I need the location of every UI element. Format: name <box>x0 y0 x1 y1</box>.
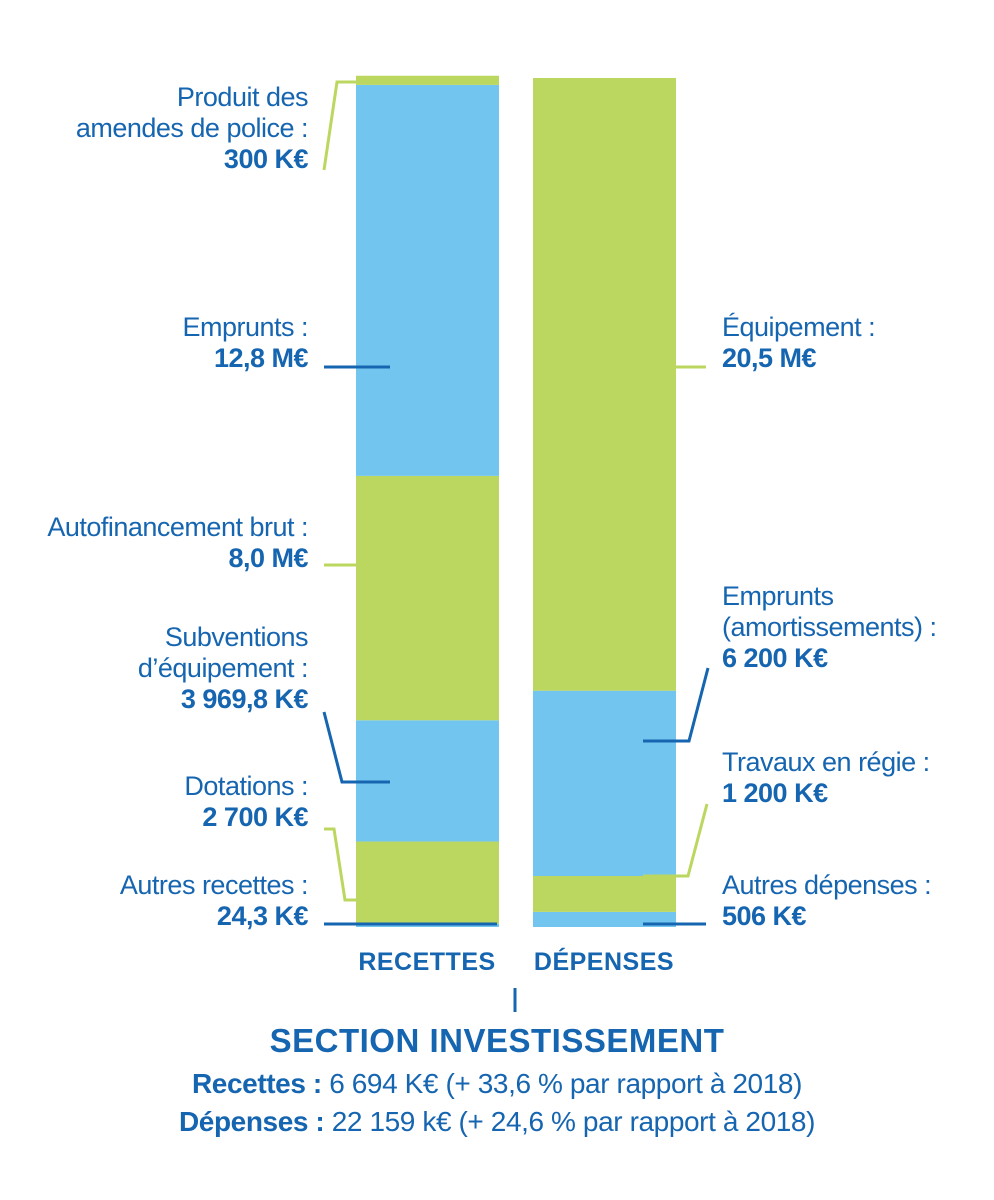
summary-depenses-text: 22 159 k€ (+ 24,6 % par rapport à 2018) <box>324 1106 816 1137</box>
recettes-label-0-name-line: Autres recettes : <box>120 870 308 900</box>
depenses-label-3-value: 20,5 M€ <box>722 343 817 373</box>
recettes-label-2: Subventions d’équipement :3 969,8 K€ <box>138 622 309 714</box>
column-label-recettes: RECETTES <box>358 948 495 976</box>
depenses-label-3-name-line: Équipement : <box>722 312 875 342</box>
recettes-label-2-value: 3 969,8 K€ <box>181 684 309 714</box>
depenses-segment-1 <box>533 876 676 912</box>
recettes-segment-4 <box>356 84 499 476</box>
depenses-leader-2 <box>643 667 710 743</box>
column-label-depenses: DÉPENSES <box>534 947 674 976</box>
recettes-segment-5 <box>356 75 499 85</box>
depenses-segment-2 <box>533 690 676 877</box>
recettes-label-2-name-line: d’équipement : <box>138 653 308 683</box>
segment-labels: Autres recettes :24,3 K€ Dotations :2 700… <box>47 82 937 931</box>
recettes-label-4-name-line: Emprunts : <box>182 312 308 342</box>
summary-recettes-text: 6 694 K€ (+ 33,6 % par rapport à 2018) <box>321 1068 802 1099</box>
recettes-label-2-name-line: Subventions <box>165 622 308 652</box>
recettes-label-3: Autofinancement brut :8,0 M€ <box>47 512 308 573</box>
depenses-label-1: Travaux en régie :1 200 K€ <box>722 747 930 808</box>
summary-recettes-label: Recettes : <box>191 1068 322 1099</box>
summary-depenses-label: Dépenses : <box>178 1106 325 1137</box>
recettes-segment-1 <box>356 841 499 924</box>
depenses-label-1-value: 1 200 K€ <box>722 778 828 808</box>
recettes-label-5-name-line: Produit des <box>177 82 308 112</box>
summary-recettes: Recettes : 6 694 K€ (+ 33,6 % par rappor… <box>0 1068 994 1100</box>
depenses-label-0: Autres dépenses :506 K€ <box>722 870 931 931</box>
recettes-label-5: Produit des amendes de police :300 K€ <box>76 82 309 174</box>
recettes-label-3-value: 8,0 M€ <box>228 543 308 573</box>
depenses-label-0-name-line: Autres dépenses : <box>722 870 931 900</box>
recettes-label-4: Emprunts :12,8 M€ <box>182 312 308 373</box>
recettes-leader-1 <box>324 827 390 902</box>
recettes-label-0: Autres recettes :24,3 K€ <box>120 870 309 931</box>
depenses-label-2-name-line: (amortissements) : <box>722 612 937 642</box>
depenses-label-2: Emprunts (amortissements) :6 200 K€ <box>722 581 937 673</box>
summary-depenses: Dépenses : 22 159 k€ (+ 24,6 % par rappo… <box>0 1106 994 1138</box>
recettes-label-5-value: 300 K€ <box>224 144 309 174</box>
recettes-label-1: Dotations :2 700 K€ <box>184 771 308 832</box>
recettes-bar <box>356 75 499 927</box>
section-title: SECTION INVESTISSEMENT <box>269 1022 725 1059</box>
recettes-leader-5 <box>322 80 356 171</box>
depenses-label-3: Équipement :20,5 M€ <box>722 312 875 373</box>
depenses-segment-0 <box>533 911 676 927</box>
recettes-label-0-value: 24,3 K€ <box>217 901 309 931</box>
depenses-label-2-value: 6 200 K€ <box>722 643 828 673</box>
recettes-label-4-value: 12,8 M€ <box>214 343 309 373</box>
depenses-label-0-value: 506 K€ <box>722 901 807 931</box>
recettes-label-5-name-line: amendes de police : <box>76 113 308 143</box>
depenses-bar <box>533 78 676 927</box>
recettes-label-1-name-line: Dotations : <box>184 771 308 801</box>
depenses-leader-1 <box>643 803 709 878</box>
depenses-label-1-name-line: Travaux en régie : <box>722 747 930 777</box>
depenses-segment-3 <box>533 78 676 691</box>
recettes-label-1-value: 2 700 K€ <box>202 802 308 832</box>
leader-lines <box>322 80 710 926</box>
recettes-leader-2 <box>322 711 390 784</box>
depenses-label-2-name-line: Emprunts <box>722 581 834 611</box>
recettes-segment-3 <box>356 475 499 721</box>
recettes-label-3-name-line: Autofinancement brut : <box>47 512 308 542</box>
